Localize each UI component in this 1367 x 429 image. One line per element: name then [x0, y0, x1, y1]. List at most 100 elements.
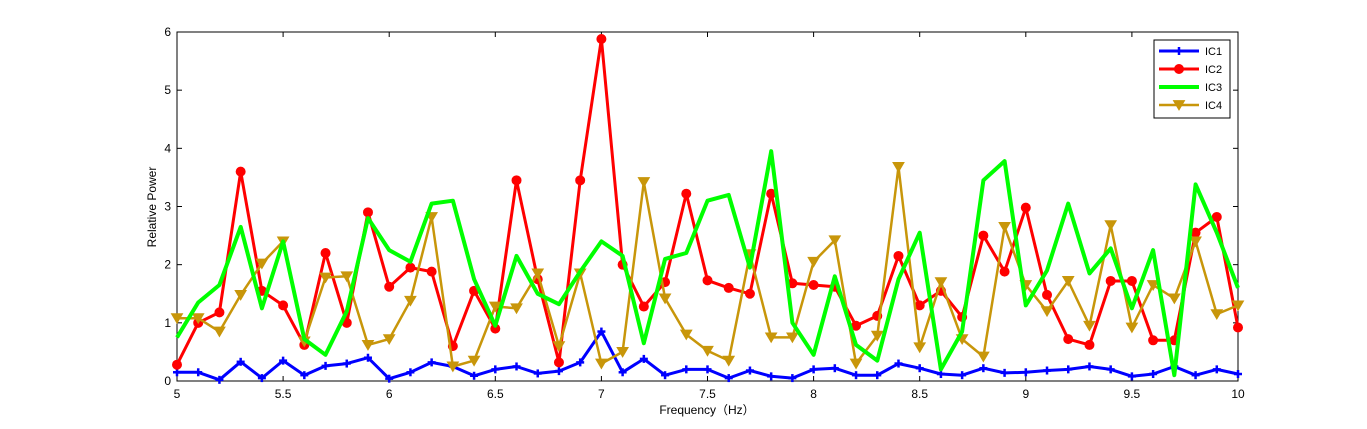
point-ic2 — [638, 301, 649, 312]
point-ic2 — [744, 288, 755, 299]
point-ic1 — [342, 359, 351, 368]
point-ic1 — [873, 371, 882, 380]
point-ic4 — [870, 330, 884, 342]
point-ic2 — [1063, 334, 1074, 345]
point-ic1 — [1212, 365, 1221, 374]
legend-label-ic1: IC1 — [1205, 46, 1222, 58]
point-ic1 — [300, 371, 309, 380]
point-ic2 — [511, 175, 522, 186]
x-tick-label: 9.5 — [1124, 387, 1141, 401]
point-ic4 — [1210, 309, 1224, 321]
point-ic4 — [679, 329, 693, 341]
point-ic2 — [320, 248, 331, 259]
point-ic4 — [382, 334, 396, 346]
point-ic1 — [215, 375, 224, 384]
point-ic2 — [893, 250, 904, 261]
point-ic1 — [1234, 370, 1242, 379]
point-ic4 — [1104, 220, 1118, 232]
point-ic2 — [362, 207, 373, 218]
point-ic4 — [1083, 320, 1096, 332]
point-ic1 — [979, 364, 988, 373]
x-tick-label: 9 — [1022, 387, 1029, 401]
x-tick-label: 7 — [598, 387, 605, 401]
point-ic1 — [1149, 370, 1158, 379]
point-ic4 — [340, 271, 354, 283]
point-ic1 — [470, 371, 479, 380]
point-ic4 — [892, 162, 905, 173]
point-ic4 — [552, 341, 566, 353]
point-ic4 — [170, 313, 184, 325]
x-tick-label: 10 — [1231, 387, 1245, 401]
point-ic2 — [405, 262, 416, 273]
point-ic2 — [1233, 322, 1243, 333]
point-ic2 — [575, 175, 586, 186]
point-ic1 — [1106, 365, 1115, 374]
x-tick-label: 8.5 — [911, 387, 928, 401]
point-ic4 — [213, 326, 226, 338]
point-ic1 — [915, 364, 924, 373]
point-ic4 — [191, 313, 205, 325]
point-ic2 — [553, 357, 564, 368]
legend-label-ic4: IC4 — [1205, 100, 1222, 112]
point-ic2 — [1042, 289, 1053, 300]
point-ic1 — [385, 374, 394, 383]
point-ic1 — [321, 361, 330, 370]
point-ic4 — [488, 301, 502, 313]
point-ic2 — [1211, 211, 1222, 222]
point-ic4 — [467, 355, 481, 367]
legend: IC1 IC2 IC3 IC4 — [1153, 39, 1231, 119]
point-ic1 — [554, 367, 563, 376]
point-ic1 — [661, 371, 670, 380]
y-tick-label: 2 — [164, 258, 171, 272]
point-ic2 — [914, 300, 925, 311]
point-ic1 — [1191, 371, 1200, 380]
point-ic4 — [722, 355, 736, 367]
point-ic1 — [597, 327, 606, 336]
point-ic1 — [363, 353, 372, 362]
series-line-ic3 — [175, 149, 1240, 378]
point-ic4 — [786, 332, 799, 344]
point-ic4 — [1167, 293, 1181, 305]
point-ic4 — [446, 361, 460, 373]
point-ic1 — [194, 368, 203, 377]
point-ic1 — [830, 364, 839, 373]
point-ic2 — [426, 266, 437, 277]
point-ic1 — [639, 354, 648, 363]
point-ic2 — [1126, 275, 1137, 286]
point-ic4 — [934, 277, 948, 289]
point-ic4 — [1125, 322, 1139, 334]
point-ic4 — [764, 332, 778, 344]
point-ic4 — [616, 347, 629, 358]
point-ic2 — [172, 359, 182, 370]
x-tick-label: 6 — [386, 387, 393, 401]
point-ic1 — [703, 365, 712, 374]
point-ic1 — [1085, 362, 1094, 371]
legend-label-ic2: IC2 — [1205, 64, 1222, 76]
point-ic1 — [1000, 368, 1009, 377]
y-axis-label: Relative Power — [145, 167, 159, 248]
y-tick-label: 5 — [164, 83, 171, 97]
point-ic1 — [576, 358, 585, 367]
point-ic1 — [958, 371, 967, 380]
series-layer — [170, 33, 1245, 384]
point-ic1 — [788, 374, 797, 383]
x-tick-label: 5 — [174, 387, 181, 401]
point-ic4 — [1040, 306, 1054, 318]
legend-label-ic3: IC3 — [1205, 82, 1222, 94]
point-ic4 — [1231, 300, 1245, 312]
point-ic1 — [512, 362, 521, 371]
point-ic1 — [1064, 365, 1073, 374]
point-ic2 — [999, 266, 1010, 277]
point-ic4 — [1189, 236, 1202, 248]
point-ic4 — [976, 351, 990, 363]
point-ic4 — [255, 258, 269, 270]
point-ic1 — [257, 374, 266, 383]
point-ic2 — [1105, 275, 1116, 286]
point-ic2 — [702, 275, 713, 286]
y-tick-label: 3 — [164, 200, 171, 214]
point-ic1 — [1021, 368, 1030, 377]
point-ic2 — [214, 307, 225, 318]
point-ic4 — [319, 272, 332, 284]
point-ic1 — [767, 372, 776, 381]
y-tick-label: 1 — [164, 316, 171, 330]
